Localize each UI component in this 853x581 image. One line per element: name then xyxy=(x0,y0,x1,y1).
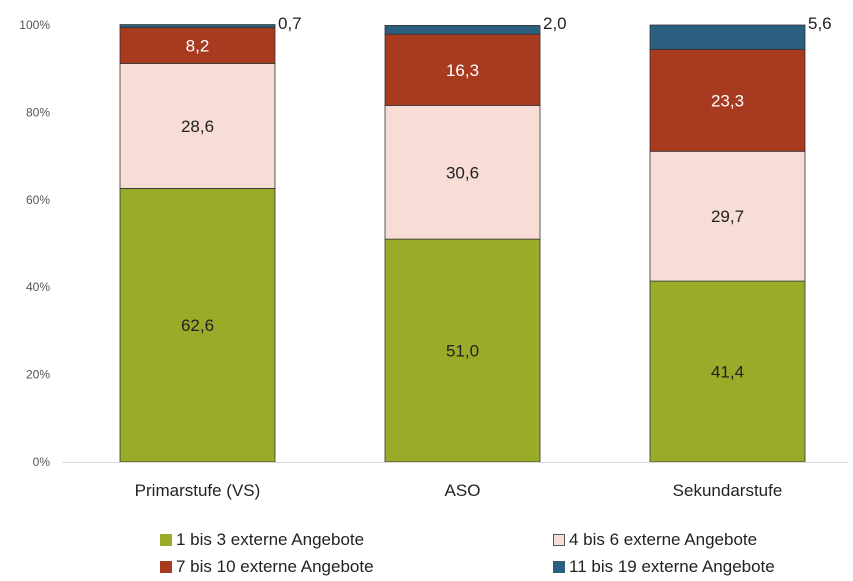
legend-swatch xyxy=(160,534,172,546)
legend-item: 1 bis 3 externe Angebote xyxy=(160,530,364,550)
bar-segment xyxy=(119,63,276,189)
bar-segment xyxy=(649,280,806,463)
bar-segment xyxy=(119,24,276,29)
category-label: Sekundarstufe xyxy=(673,481,783,500)
category-label: Primarstufe (VS) xyxy=(135,481,261,500)
y-tick-label: 40% xyxy=(26,280,50,294)
y-tick-label: 60% xyxy=(26,193,50,207)
bar-segment xyxy=(384,33,541,106)
stacked-bar-chart: 0% 20% 40% 60% 80% 100% 62,6 28,6 8,2 0,7 51,0 30,… xyxy=(19,14,848,500)
y-axis: 0% 20% 40% 60% 80% 100% xyxy=(19,18,50,469)
legend-label: 7 bis 10 externe Angebote xyxy=(176,557,374,576)
data-label: 51,0 xyxy=(446,342,479,361)
legend-swatch xyxy=(553,534,565,546)
legend-label: 4 bis 6 externe Angebote xyxy=(569,530,758,549)
data-label: 28,6 xyxy=(181,117,214,136)
data-label: 23,3 xyxy=(711,91,744,110)
data-label: 8,2 xyxy=(186,37,210,56)
legend-swatch xyxy=(160,561,172,573)
legend-item: 7 bis 10 externe Angebote xyxy=(160,557,374,577)
bar-segment xyxy=(384,105,541,240)
y-tick-label: 0% xyxy=(33,455,51,469)
legend-label: 1 bis 3 externe Angebote xyxy=(176,530,365,549)
y-tick-label: 80% xyxy=(26,105,50,119)
x-axis: Primarstufe (VS) ASO Sekundarstufe xyxy=(62,462,848,500)
data-label: 0,7 xyxy=(278,14,302,33)
legend-item: 4 bis 6 externe Angebote xyxy=(553,530,757,550)
data-label: 41,4 xyxy=(711,363,744,382)
legend-label: 11 bis 19 externe Angebote xyxy=(569,557,775,576)
data-label: 2,0 xyxy=(543,14,567,33)
bar-segment xyxy=(649,24,806,50)
data-label: 62,6 xyxy=(181,316,214,335)
data-label: 5,6 xyxy=(808,14,832,33)
bar-segment xyxy=(649,49,806,152)
bar-segment xyxy=(119,188,276,463)
bar-segment xyxy=(649,150,806,282)
category-label: ASO xyxy=(445,481,481,500)
legend-swatch xyxy=(553,561,565,573)
y-tick-label: 20% xyxy=(26,368,50,382)
data-label: 16,3 xyxy=(446,61,479,80)
legend-item: 11 bis 19 externe Angebote xyxy=(553,557,775,577)
legend: 1 bis 3 externe Angebote 4 bis 6 externe … xyxy=(0,524,853,581)
bar-segment xyxy=(384,238,541,463)
data-label: 29,7 xyxy=(711,207,744,226)
bars: 62,6 28,6 8,2 0,7 51,0 30,6 16,3 2,0 41,4 29,7 23,… xyxy=(119,14,832,463)
y-tick-label: 100% xyxy=(19,18,50,32)
data-label: 30,6 xyxy=(446,163,479,182)
bar-segment xyxy=(384,25,541,35)
